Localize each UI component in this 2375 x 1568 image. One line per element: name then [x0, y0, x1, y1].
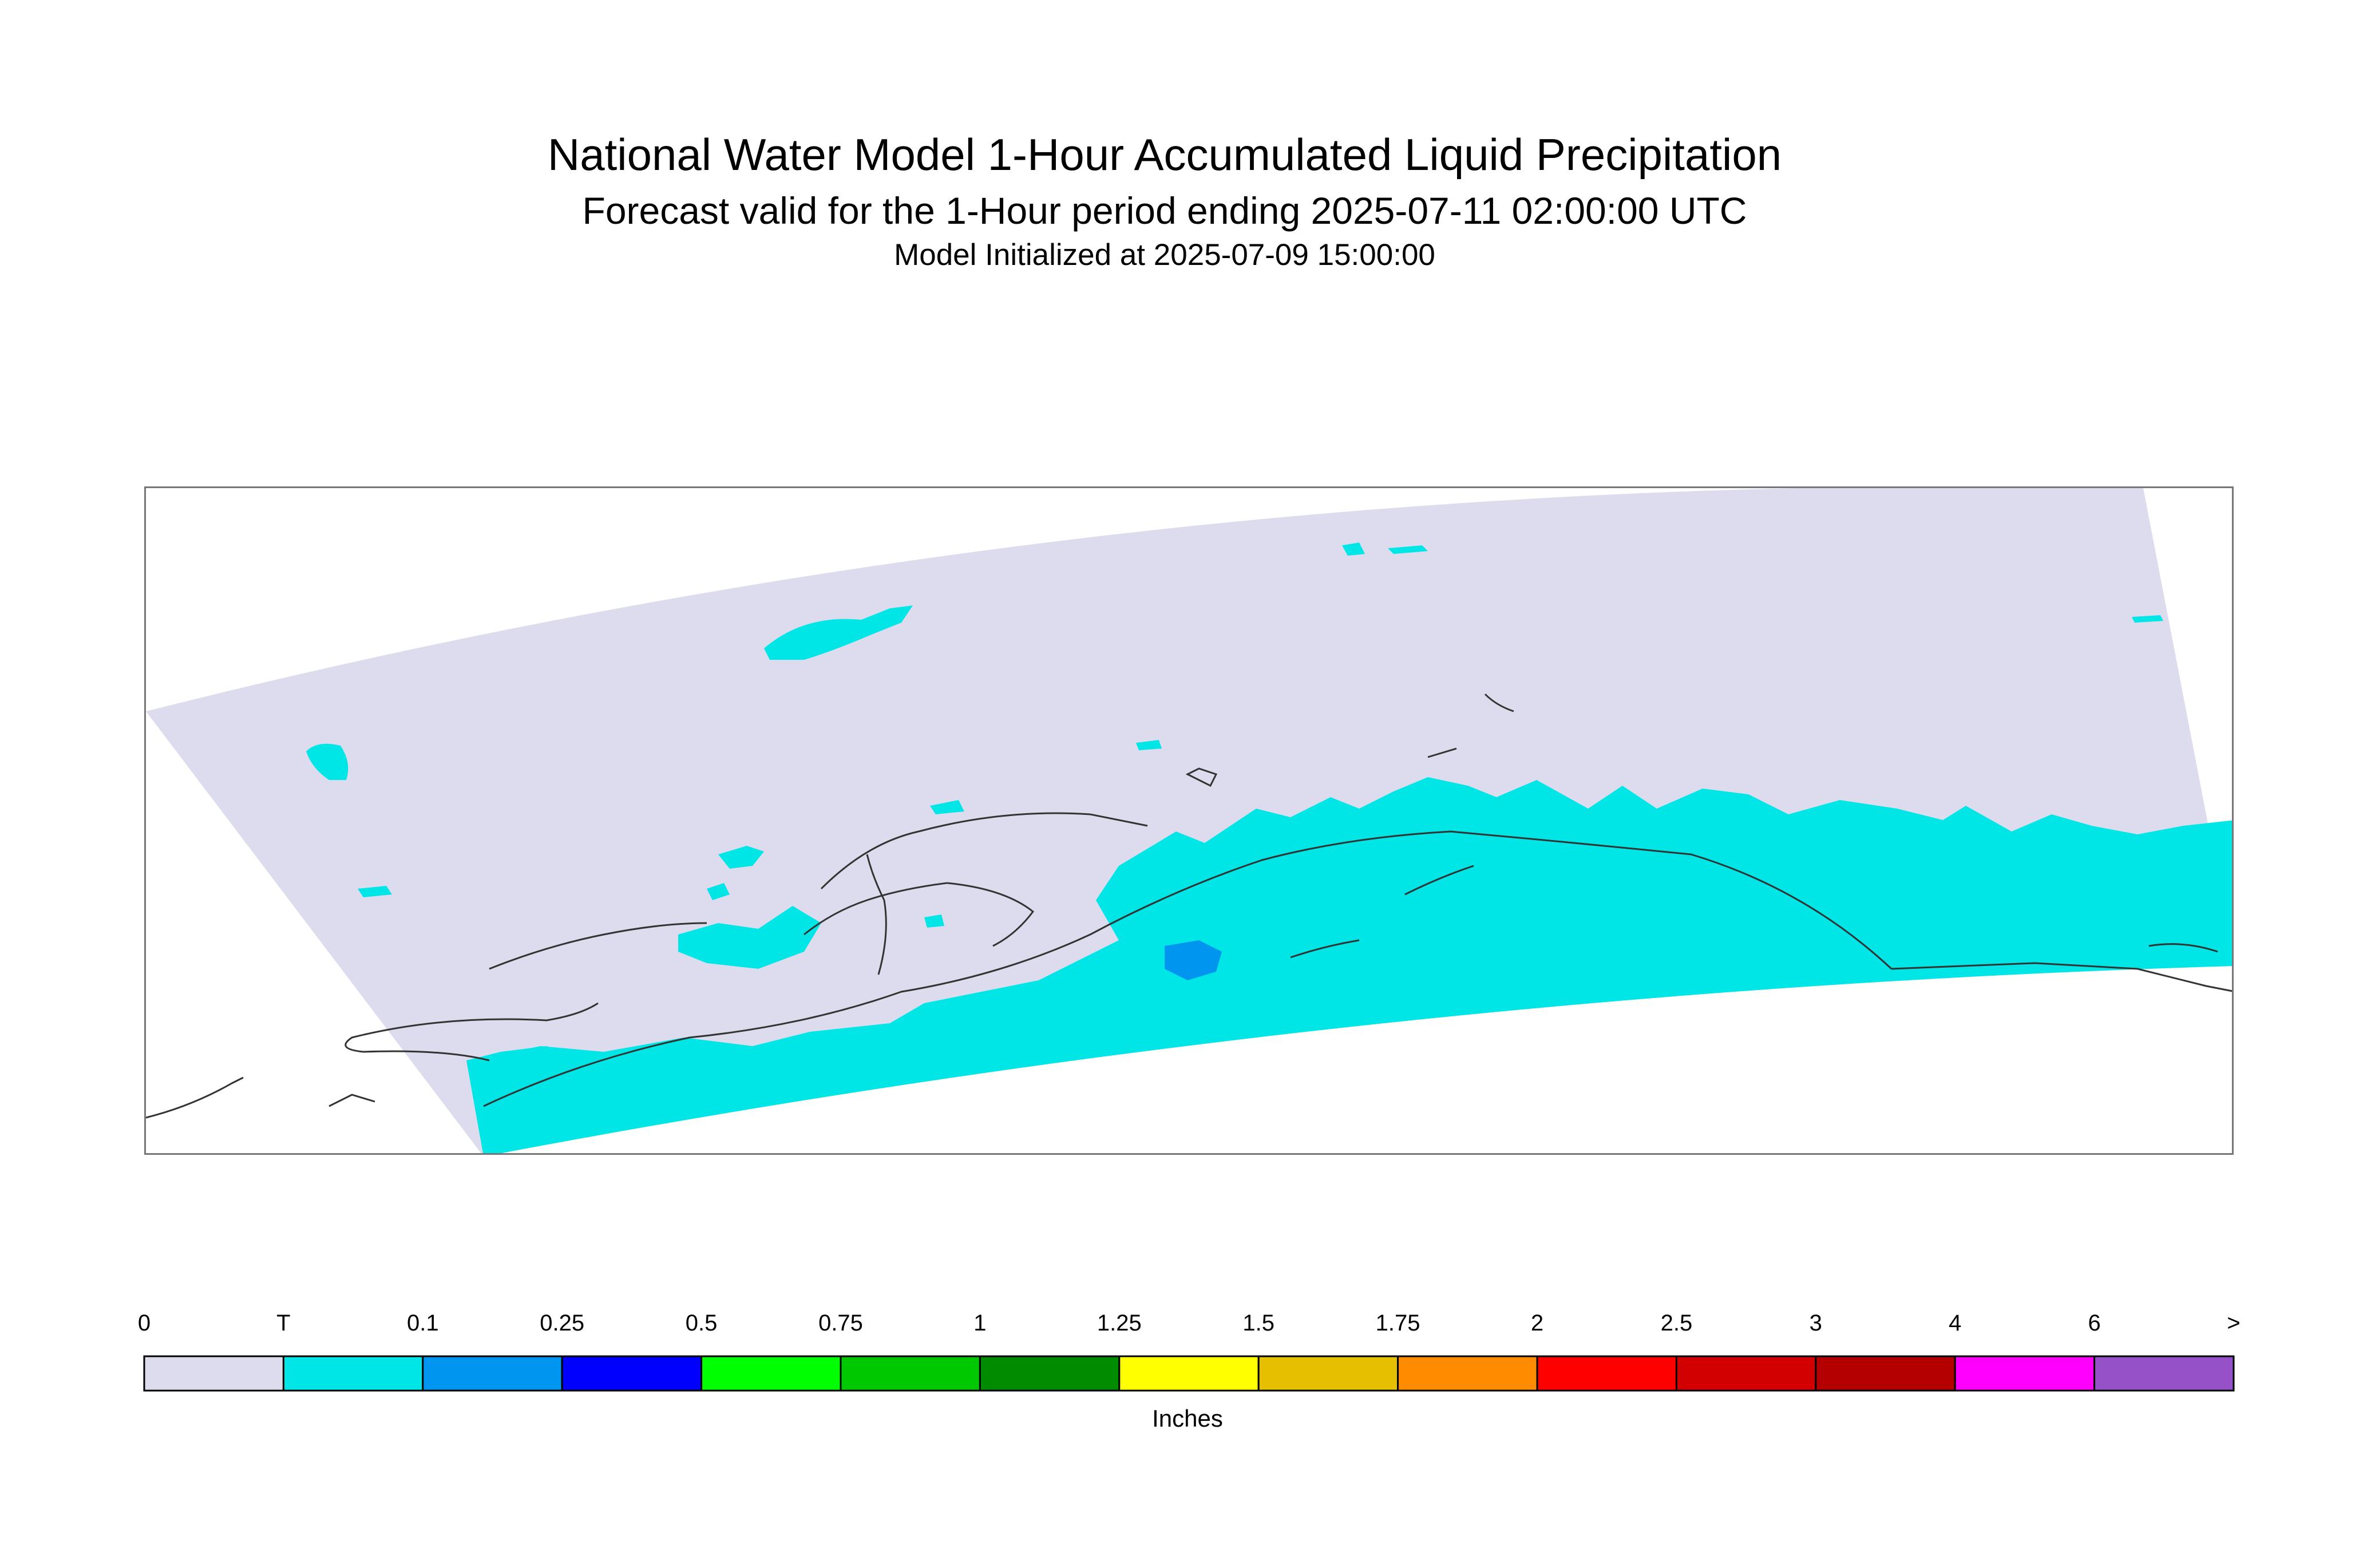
legend-tick-label: 1.25 — [1097, 1310, 1142, 1336]
colorbar-swatch — [561, 1355, 703, 1392]
legend-tick-label: 1.75 — [1375, 1310, 1420, 1336]
colorbar-swatch — [143, 1355, 284, 1392]
precip-trace-southwest — [466, 1046, 672, 1118]
map-title: National Water Model 1-Hour Accumulated … — [547, 129, 1782, 180]
map-subtitle: Forecast valid for the 1-Hour period end… — [582, 189, 1747, 232]
legend-tick-label: > — [2227, 1310, 2241, 1336]
colorbar-swatch — [2093, 1355, 2235, 1392]
legend-tick-labels: 0 T 0.1 0.25 0.5 0.75 1 1.25 1.5 1.75 2 2.5 3 4 6 > — [0, 1310, 2375, 1345]
precip-trace-blob — [930, 800, 964, 814]
legend-tick-label: 1 — [973, 1310, 987, 1336]
precip-trace-blob — [764, 605, 913, 660]
legend-tick-label: 2 — [1530, 1310, 1544, 1336]
colorbar-swatch — [1675, 1355, 1817, 1392]
precip-light-patch — [1165, 940, 1222, 980]
legend-tick-label: 3 — [1809, 1310, 1822, 1336]
precip-trace-blob — [718, 846, 764, 869]
legend-tick-label: 0 — [137, 1310, 151, 1336]
precip-trace-blob — [678, 906, 821, 969]
precip-trace-blob — [924, 914, 944, 928]
model-init-time: Model Initialized at 2025-07-09 15:00:00 — [894, 238, 1435, 272]
legend-tick-label: 0.5 — [685, 1310, 718, 1336]
colorbar-swatch — [422, 1355, 563, 1392]
colorbar-swatch — [1397, 1355, 1538, 1392]
colorbar-swatch — [1257, 1355, 1399, 1392]
legend-units: Inches — [1152, 1405, 1223, 1432]
legend-tick-label: 0.1 — [406, 1310, 439, 1336]
legend-tick-label: 4 — [1949, 1310, 1962, 1336]
map-canvas — [146, 488, 2232, 1153]
precip-trace-blob — [2132, 615, 2163, 623]
colorbar-swatch — [1815, 1355, 1956, 1392]
legend-tick-label: 0.25 — [540, 1310, 585, 1336]
coastlines — [146, 693, 2232, 1119]
colorbar-swatch — [1954, 1355, 2096, 1392]
colorbar-swatch — [700, 1355, 842, 1392]
precip-trace-blob — [1136, 740, 1162, 750]
precip-trace-blob — [1342, 543, 1428, 556]
precipitation-map: OWP OFFICE OF WATER PREDICTION — [144, 486, 2234, 1155]
legend-tick-label: T — [276, 1310, 291, 1336]
precip-trace-blob — [358, 886, 392, 897]
precip-trace-coastal-band — [466, 777, 2232, 1153]
colorbar-svg — [143, 1355, 2235, 1392]
colorbar-swatch — [840, 1355, 981, 1392]
precip-trace-blob — [306, 743, 349, 780]
colorbar-swatch — [1536, 1355, 1677, 1392]
precip-colorbar — [143, 1355, 2235, 1392]
legend-tick-label: 2.5 — [1660, 1310, 1693, 1336]
legend-tick-label: 1.5 — [1242, 1310, 1274, 1336]
precip-trace-blob — [707, 883, 730, 900]
legend-tick-label: 0.75 — [818, 1310, 863, 1336]
colorbar-swatch — [282, 1355, 424, 1392]
colorbar-swatch — [979, 1355, 1121, 1392]
legend-tick-label: 6 — [2088, 1310, 2101, 1336]
colorbar-swatch — [1118, 1355, 1260, 1392]
